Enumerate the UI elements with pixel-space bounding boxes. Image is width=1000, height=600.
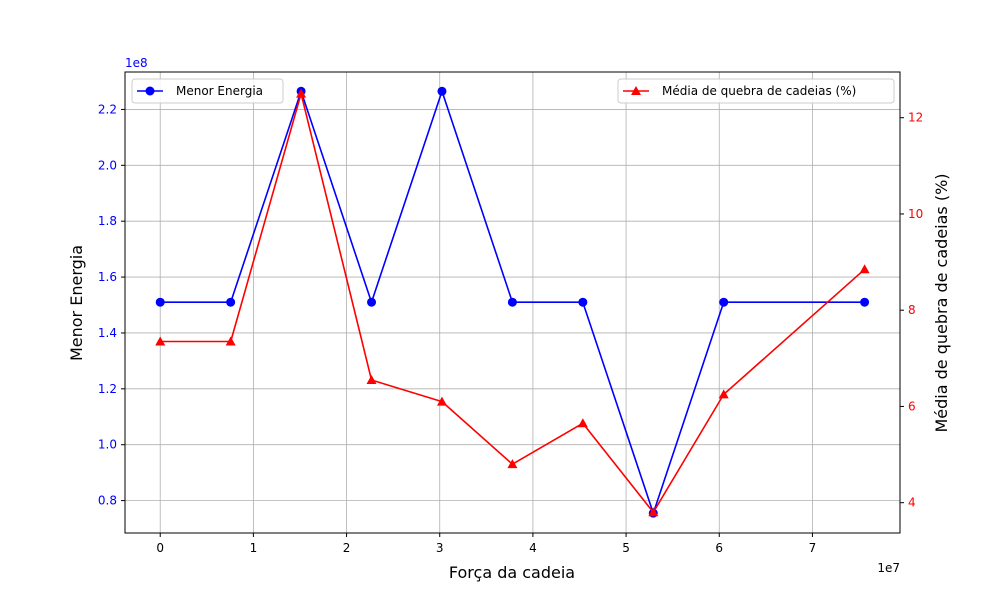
x-axis-title: Força da cadeia <box>449 563 575 582</box>
legend-right-marker <box>631 86 641 95</box>
series-1-point <box>577 418 588 428</box>
x-tick-label: 1 <box>250 541 258 555</box>
y-left-tick-label: 2.2 <box>98 102 117 116</box>
series-1-point <box>648 507 659 517</box>
series-0-point <box>578 297 588 307</box>
x-tick-label: 2 <box>343 541 351 555</box>
series-0-point <box>155 297 165 307</box>
y-left-tick-label: 1.8 <box>98 214 117 228</box>
y-left-offset-label: 1e8 <box>125 56 148 70</box>
series-0-point <box>226 297 236 307</box>
x-tick-label: 3 <box>436 541 444 555</box>
y-left-tick-label: 1.2 <box>98 382 117 396</box>
series-1-point <box>718 389 729 399</box>
y-left-tick-label: 2.0 <box>98 158 117 172</box>
series-1-point <box>859 264 870 274</box>
y-right-tick-label: 4 <box>908 496 916 510</box>
series-1-point <box>507 459 518 469</box>
y-right-tick-label: 6 <box>908 399 916 413</box>
series-0-point <box>367 297 377 307</box>
series-line-1 <box>160 92 866 514</box>
x-tick-label: 0 <box>156 541 164 555</box>
y-right-axis-title: Média de quebra de cadeias (%) <box>932 173 951 432</box>
plot-frame <box>124 71 901 534</box>
y-left-tick-label: 1.4 <box>98 326 117 340</box>
y-left-axis-title: Menor Energia <box>67 245 86 361</box>
legend-left-marker <box>145 86 155 96</box>
legend-right: Média de quebra de cadeias (%) <box>617 78 895 104</box>
series-0-point <box>507 297 517 307</box>
legend-left-label: Menor Energia <box>176 84 263 98</box>
legend-left-box <box>131 78 284 104</box>
series-0-point <box>860 297 870 307</box>
grid <box>125 72 900 533</box>
y-right-tick-label: 10 <box>908 207 923 221</box>
x-tick-label: 7 <box>809 541 817 555</box>
y-left-tick-label: 0.8 <box>98 494 117 508</box>
series-1-point <box>225 336 236 346</box>
legend-right-label: Média de quebra de cadeias (%) <box>662 84 856 98</box>
series-0-point <box>719 297 729 307</box>
x-tick-label: 4 <box>529 541 537 555</box>
series-1-point <box>296 88 307 98</box>
x-tick-label: 6 <box>715 541 723 555</box>
y-left-tick-label: 1.6 <box>98 270 117 284</box>
legend-left: Menor Energia <box>131 78 284 104</box>
series-1-point <box>366 374 377 384</box>
y-right-tick-label: 12 <box>908 111 923 125</box>
series-layer <box>155 86 870 518</box>
y-right-tick-label: 8 <box>908 303 916 317</box>
series-1-point <box>436 396 447 406</box>
series-0-point <box>437 86 447 96</box>
legend-right-box <box>617 78 895 104</box>
x-offset-label: 1e7 <box>877 561 900 575</box>
series-line-0 <box>160 90 865 515</box>
y-left-tick-label: 1.0 <box>98 438 117 452</box>
series-1-point <box>155 336 166 346</box>
x-tick-label: 5 <box>622 541 630 555</box>
